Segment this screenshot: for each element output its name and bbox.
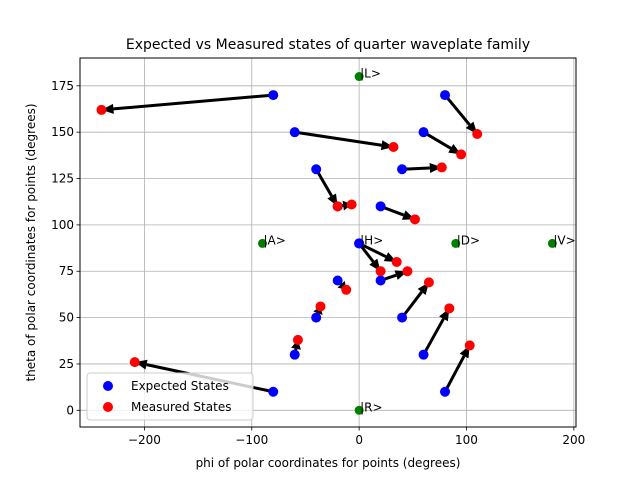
measured-point	[391, 256, 402, 267]
arrow-shaft	[400, 291, 423, 319]
x-tick-label: 200	[562, 433, 585, 447]
measured-point	[292, 334, 303, 345]
x-axis-title: phi of polar coordinates for points (deg…	[196, 456, 461, 470]
measured-point	[464, 340, 475, 351]
measured-point	[388, 142, 399, 153]
x-axis: −200 −100 0 100 200	[128, 427, 585, 447]
expected-point	[311, 312, 322, 323]
measured-point	[456, 149, 467, 160]
expected-point	[418, 349, 429, 360]
arrow-shaft	[443, 355, 466, 393]
measured-point	[346, 199, 357, 210]
legend-label-expected: Expected States	[131, 379, 229, 393]
y-tick-label: 50	[59, 311, 74, 325]
arrow-head	[101, 103, 114, 114]
expected-point	[375, 275, 386, 286]
y-tick-label: 150	[51, 125, 74, 139]
expected-point	[268, 386, 279, 397]
expected-point	[289, 349, 300, 360]
expected-point	[397, 312, 408, 323]
arrow-shaft	[422, 130, 452, 150]
expected-point	[440, 90, 451, 101]
measured-point	[315, 301, 326, 312]
y-tick-label: 100	[51, 218, 74, 232]
y-tick-label: 0	[66, 403, 74, 417]
arrow-shaft	[113, 93, 274, 111]
arrow-shaft	[314, 168, 333, 197]
expected-point	[418, 127, 429, 138]
expected-point	[397, 164, 408, 175]
reference-point	[547, 238, 557, 248]
expected-point	[375, 201, 386, 212]
reference-label: |V>	[553, 233, 575, 247]
reference-point	[451, 238, 461, 248]
measured-point	[129, 357, 140, 368]
x-tick-label: 0	[355, 433, 363, 447]
measured-point	[402, 266, 413, 277]
arrow-shaft	[443, 94, 471, 126]
plot-frame	[79, 57, 577, 428]
expected-point	[311, 164, 322, 175]
reference-label: |L>	[360, 67, 381, 81]
measured-point	[423, 277, 434, 288]
y-tick-label: 125	[51, 172, 74, 186]
reference-label: |H>	[360, 233, 383, 247]
legend-box	[86, 372, 254, 421]
reference-point	[354, 72, 364, 82]
measured-point	[444, 303, 455, 314]
chart-title: Expected vs Measured states of quarter w…	[126, 37, 530, 53]
x-tick-label: −100	[235, 433, 268, 447]
legend-marker-measured	[103, 402, 113, 412]
arrow-shaft	[294, 130, 382, 147]
y-axis: 0 25 50 75 100 125 150 175	[51, 79, 80, 417]
measured-point	[341, 284, 352, 295]
reference-point	[258, 238, 268, 248]
measured-point	[409, 214, 420, 225]
reference-labels: |L> |A> |H> |D> |V> |R>	[264, 67, 576, 415]
measured-point	[332, 201, 343, 212]
reference-points	[258, 72, 557, 415]
measured-point	[96, 104, 107, 115]
reference-label: |A>	[264, 233, 286, 247]
legend-label-measured: Measured States	[131, 400, 231, 414]
arrow-head	[429, 162, 442, 173]
reference-label: |D>	[457, 233, 480, 247]
y-axis-title: theta of polar coordinates for points (d…	[24, 103, 38, 381]
x-tick-label: −200	[128, 433, 161, 447]
x-tick-label: 100	[455, 433, 478, 447]
measured-point	[472, 129, 483, 140]
measured-point	[375, 266, 386, 277]
y-tick-label: 75	[59, 264, 74, 278]
reference-label: |R>	[360, 400, 382, 414]
expected-point	[440, 386, 451, 397]
measured-points	[96, 104, 483, 368]
legend: Expected States Measured States	[86, 372, 254, 421]
y-tick-label: 175	[51, 79, 74, 93]
expected-point	[289, 127, 300, 138]
expected-point	[332, 275, 343, 286]
measured-point	[436, 162, 447, 173]
expected-point	[354, 238, 365, 249]
legend-marker-expected	[103, 381, 113, 391]
reference-point	[354, 405, 364, 415]
expected-point	[268, 90, 279, 101]
arrow-shaft	[422, 318, 445, 356]
y-tick-label: 25	[59, 357, 74, 371]
